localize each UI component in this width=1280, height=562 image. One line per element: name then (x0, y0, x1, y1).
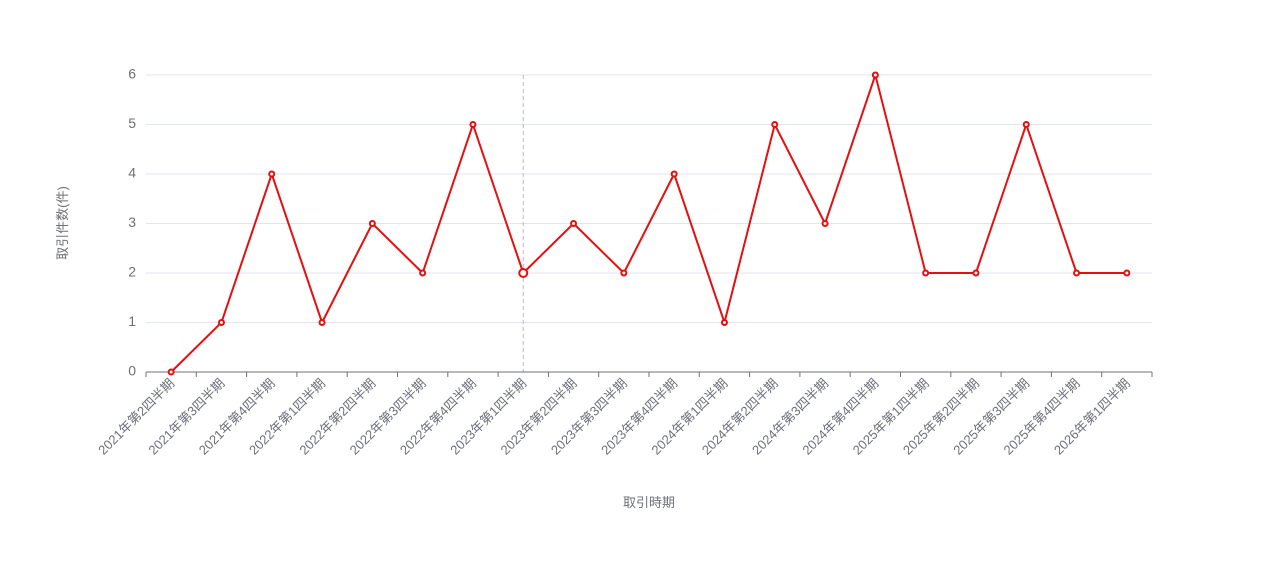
line (170, 71, 1127, 373)
point (419, 269, 427, 277)
y-tick-label: 6 (128, 66, 136, 82)
y-tick-label: 4 (128, 165, 136, 181)
y-tick-label: 2 (128, 264, 136, 280)
point (1073, 269, 1081, 277)
y-tick-label: 1 (128, 313, 136, 329)
point (318, 319, 326, 326)
point (368, 220, 376, 227)
point (821, 220, 829, 227)
point (217, 319, 225, 326)
y-tick-label: 0 (128, 363, 136, 379)
y-tick-label: 3 (128, 214, 136, 230)
x-axis-title: 取引時期 (623, 495, 675, 510)
point (771, 121, 779, 128)
point (871, 71, 879, 79)
point (167, 368, 175, 376)
point (1022, 121, 1030, 128)
point (268, 170, 276, 178)
point (469, 121, 477, 128)
point (1123, 269, 1131, 277)
y-axis-title: 取引件数(件) (55, 186, 70, 260)
point (570, 220, 578, 227)
point (972, 269, 980, 277)
point (518, 268, 529, 278)
point (720, 319, 728, 326)
y-tick-label: 5 (128, 115, 136, 131)
point (922, 269, 930, 277)
point (670, 170, 678, 178)
point (620, 269, 628, 277)
